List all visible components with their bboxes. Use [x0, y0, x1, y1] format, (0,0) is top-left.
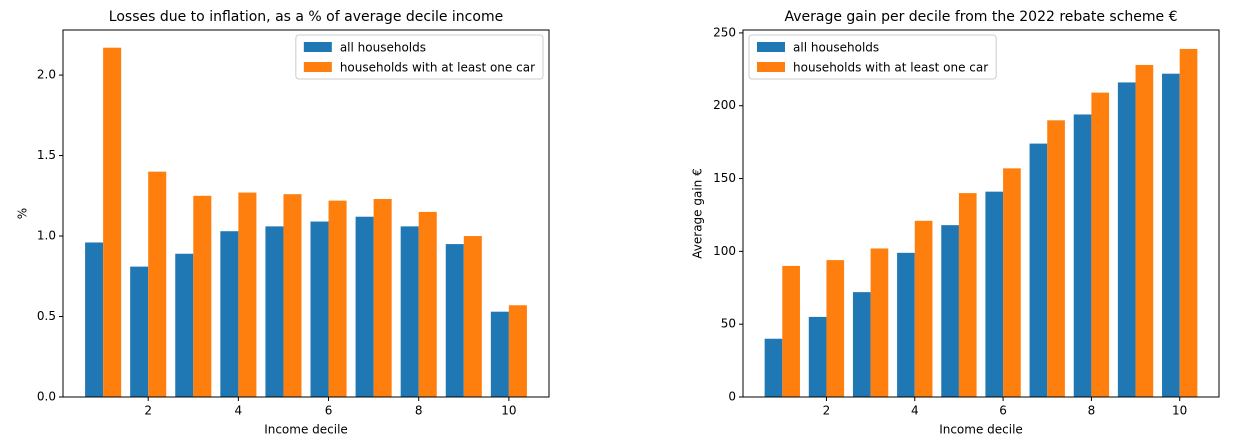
legend-label: households with at least one car [793, 61, 988, 75]
y-axis-label: % [16, 208, 30, 219]
bar [826, 260, 845, 397]
legend-label: all households [340, 41, 426, 55]
bar [355, 216, 374, 397]
x-tick-label: 10 [1172, 404, 1187, 418]
y-tick-label: 2.0 [37, 68, 56, 82]
bar [85, 242, 104, 397]
legend: all households households with at least o… [295, 34, 544, 80]
y-tick-label: 0 [728, 390, 736, 404]
bar [1179, 48, 1198, 397]
x-axis-label: Income decile [939, 423, 1023, 437]
x-tick-label: 6 [999, 404, 1007, 418]
x-tick-label: 4 [911, 404, 919, 418]
bar [130, 266, 149, 397]
x-tick-label: 8 [1088, 404, 1096, 418]
bar [310, 221, 329, 397]
legend-swatch [757, 62, 785, 72]
bar [808, 316, 827, 397]
bar [897, 252, 915, 397]
bar [445, 244, 464, 397]
legend-label: households with at least one car [340, 61, 535, 75]
bar [1135, 64, 1154, 397]
x-tick-label: 6 [325, 404, 333, 418]
x-tick-label: 2 [144, 404, 152, 418]
bar [373, 199, 392, 397]
bar [782, 265, 800, 397]
legend-label: all households [793, 41, 879, 55]
bar [985, 191, 1004, 397]
bar [870, 248, 889, 397]
x-tick-label: 10 [501, 404, 516, 418]
bar [283, 194, 302, 397]
y-tick-label: 0.0 [37, 390, 56, 404]
bar [914, 220, 933, 397]
bar [265, 226, 284, 397]
bar [941, 225, 959, 397]
bar [418, 211, 437, 397]
bar [1117, 82, 1136, 397]
chart-title: Losses due to inflation, as a % of avera… [109, 9, 503, 25]
y-tick-label: 1.5 [37, 148, 56, 162]
legend-swatch [757, 42, 785, 52]
chart: 0 50 100 150 200 250 2 4 6 8 10 Average gain per de… [691, 9, 1220, 437]
y-tick-label: 250 [713, 25, 736, 39]
chart: 0.0 0.5 1.0 1.5 2.0 2 4 6 8 10 Losses due to infla… [16, 9, 550, 437]
bar [328, 200, 347, 397]
bar [1003, 168, 1021, 397]
legend-swatch [303, 62, 332, 72]
y-tick-label: 100 [713, 244, 736, 258]
bar [463, 236, 482, 397]
bar [490, 311, 509, 397]
x-tick-label: 4 [235, 404, 243, 418]
bar [1047, 120, 1065, 398]
bar [1162, 73, 1180, 397]
y-tick-label: 50 [721, 317, 736, 331]
bar [1029, 143, 1048, 397]
y-tick-label: 1.0 [37, 229, 56, 243]
bar [238, 192, 257, 397]
axes-frame [62, 29, 550, 398]
y-tick-label: 200 [713, 98, 736, 112]
legend-box [748, 34, 997, 80]
x-tick-label: 2 [823, 404, 831, 418]
bar [400, 226, 419, 397]
bar [508, 305, 527, 397]
x-tick-label: 8 [415, 404, 423, 418]
bar [1073, 114, 1092, 397]
bar [220, 231, 239, 397]
bar [1091, 92, 1110, 397]
bar [175, 253, 194, 397]
bar [193, 195, 212, 397]
bar [764, 338, 783, 397]
bar [852, 292, 871, 397]
y-tick-label: 0.5 [37, 309, 56, 323]
y-axis-label: Average gain € [691, 168, 705, 258]
legend-swatch [303, 42, 332, 52]
y-tick-label: 150 [713, 171, 736, 185]
bar [103, 47, 122, 397]
legend-box [295, 34, 544, 80]
bar [958, 193, 977, 397]
x-axis-label: Income decile [264, 423, 348, 437]
bar [148, 171, 167, 397]
chart-title: Average gain per decile from the 2022 re… [784, 9, 1177, 25]
legend: all households households with at least o… [748, 34, 997, 80]
axes-frame [742, 29, 1220, 398]
